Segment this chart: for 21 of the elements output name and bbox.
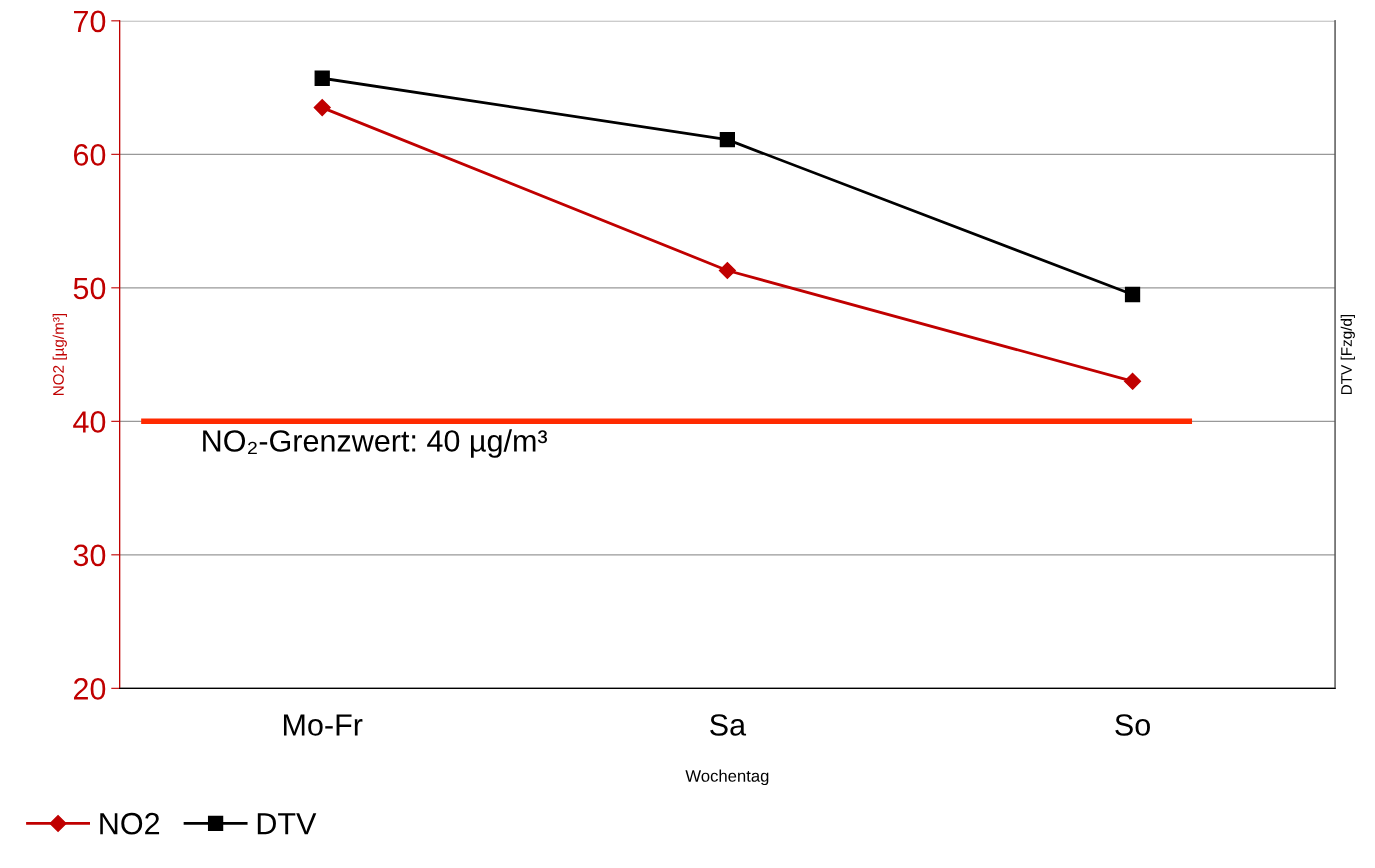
x-tick-label: Mo-Fr (283, 714, 363, 736)
y-axis-title: NO2 [µg/m³] (52, 313, 67, 396)
legend-label: DTV (257, 813, 317, 835)
x-axis-title: Wochentag (685, 769, 769, 786)
y-tick-label: 30 (73, 544, 106, 567)
y2-axis-title: DTV [Fzg/d] (1340, 314, 1355, 395)
ref-line-label: NO₂-Grenzwert: 40 µg/m³ (203, 429, 548, 458)
point (313, 99, 331, 117)
y-tick-label: 60 (74, 144, 106, 166)
x-tick-label: So (1115, 714, 1150, 736)
point (1124, 286, 1141, 303)
legend-label: NO2 (100, 812, 160, 835)
x-tick-label: Sa (710, 714, 747, 736)
y-tick-label: 20 (73, 678, 106, 700)
point (718, 261, 736, 280)
point (1123, 372, 1142, 390)
point (719, 132, 736, 148)
y-tick-label: 70 (74, 10, 106, 33)
point (314, 70, 330, 86)
y-tick-label: 50 (73, 277, 106, 300)
y-tick-label: 40 (73, 411, 106, 433)
